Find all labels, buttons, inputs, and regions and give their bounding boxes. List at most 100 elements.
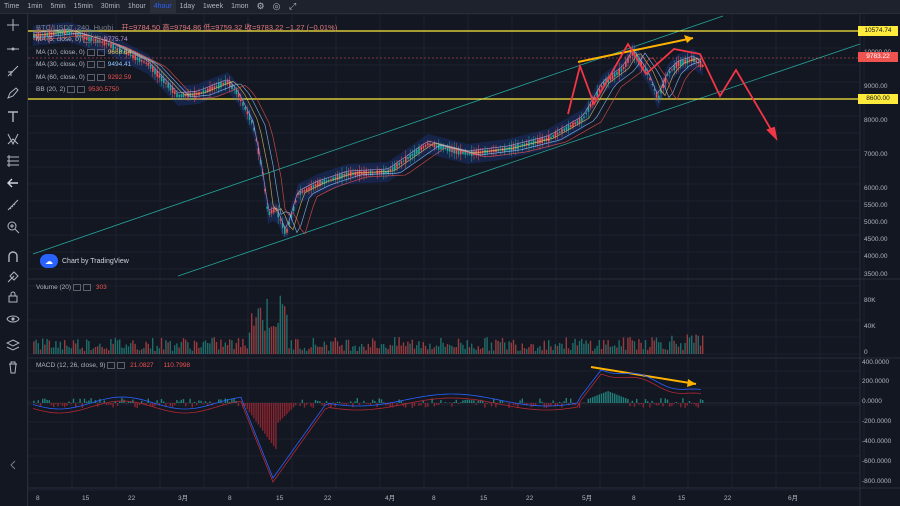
back-arrow-icon[interactable] — [6, 176, 22, 190]
projection-arrowhead — [766, 126, 778, 142]
indicator-settings-button[interactable] — [86, 48, 95, 56]
candle — [455, 148, 458, 154]
volume-bar — [655, 337, 658, 354]
macd-histogram-bar — [121, 398, 123, 403]
macd-histogram-bar — [237, 403, 240, 407]
candle — [664, 77, 667, 84]
candle — [286, 228, 288, 233]
candle — [526, 143, 528, 146]
timeframe-1hour[interactable]: 1hour — [127, 2, 146, 10]
volume-bar — [675, 343, 677, 354]
macd-histogram-bar — [499, 399, 501, 403]
macd-histogram-bar — [600, 393, 603, 403]
chart-area[interactable]: 10000.009000.008000.007000.006000.005500… — [27, 13, 900, 506]
timeframe-1day[interactable]: 1day — [179, 2, 195, 10]
timeframe-5min[interactable]: 5min — [50, 2, 66, 10]
pen-icon[interactable] — [6, 86, 22, 100]
indicator-settings-button[interactable] — [83, 36, 92, 43]
volume-bar — [185, 339, 187, 354]
lock-drawing-icon[interactable] — [6, 270, 22, 284]
candle — [152, 66, 154, 72]
volume-bar — [581, 338, 583, 354]
volume-bar — [548, 340, 550, 354]
macd-histogram-bar — [545, 403, 548, 408]
indicator-close-button[interactable] — [93, 36, 102, 43]
volume-bar — [288, 348, 290, 354]
volume-bar — [585, 340, 587, 354]
volume-bar — [402, 342, 405, 354]
indicator-close-button[interactable] — [96, 61, 105, 68]
indicator-close-button[interactable] — [77, 86, 86, 93]
indicator-close-button[interactable] — [96, 73, 105, 81]
candle — [273, 208, 275, 213]
timeframe-30min[interactable]: 30min — [100, 2, 120, 10]
macd-histogram-bar — [589, 397, 592, 403]
volume-bar — [215, 341, 218, 354]
volume-close-button[interactable] — [83, 284, 92, 291]
ruler-icon[interactable] — [6, 198, 22, 212]
trash-icon[interactable] — [6, 360, 22, 374]
symbol-header: BTC/USDT, 240, Huobi 开=9784.50 高=9794.86… — [36, 22, 337, 33]
timeframe-4hour[interactable]: 4hour — [149, 0, 176, 14]
camera-icon[interactable]: ◎ — [272, 1, 281, 11]
fib-icon[interactable] — [6, 154, 22, 168]
candle — [374, 172, 376, 174]
volume-bar — [682, 349, 684, 354]
indicator-settings-button[interactable] — [67, 86, 76, 93]
volume-bar — [341, 344, 343, 354]
macd-histogram-bar — [405, 403, 407, 408]
pattern-icon[interactable] — [6, 132, 22, 146]
macd-histogram-bar — [512, 403, 515, 405]
trend-tools-icon[interactable] — [6, 64, 22, 78]
candle — [138, 57, 141, 62]
volume-bar — [180, 342, 182, 354]
text-icon[interactable] — [6, 110, 22, 124]
candle — [156, 70, 158, 77]
lock-icon[interactable] — [6, 290, 22, 304]
macd-histogram-bar — [396, 403, 398, 407]
timeframe-1min[interactable]: 1min — [27, 2, 43, 10]
candle — [369, 170, 372, 176]
timeframe-15min[interactable]: 15min — [73, 2, 93, 10]
layers-icon[interactable] — [5, 338, 22, 352]
tradingview-branding[interactable]: ☁ Chart by TradingView — [40, 254, 129, 268]
collapse-icon[interactable] — [6, 458, 22, 472]
macd-settings-button[interactable] — [107, 362, 116, 369]
candle — [169, 85, 172, 91]
candle — [435, 145, 438, 147]
price-chart: 10000.009000.008000.007000.006000.005500… — [27, 13, 900, 506]
timeframe-1week[interactable]: 1week — [202, 2, 224, 10]
zoom-icon[interactable] — [6, 220, 22, 234]
volume-settings-button[interactable] — [73, 284, 82, 291]
candle — [380, 170, 383, 175]
horizontal-line-icon[interactable] — [6, 42, 22, 56]
macd-histogram-bar — [42, 398, 44, 403]
timeframe-1mon[interactable]: 1mon — [231, 2, 249, 10]
volume-bar — [103, 348, 105, 354]
eye-icon[interactable] — [6, 312, 22, 326]
magnet-icon[interactable] — [6, 250, 22, 264]
macd-histogram-bar — [644, 399, 647, 403]
candle — [576, 120, 579, 124]
settings-icon[interactable]: ⚙ — [256, 1, 265, 11]
volume-bar — [449, 344, 451, 354]
macd-close-button[interactable] — [117, 362, 126, 369]
divergence-arrow-price — [577, 37, 694, 63]
indicator-label: MA (10, close, 0) — [36, 48, 85, 56]
drawing-toolbar — [0, 14, 28, 506]
macd-histogram-bar — [156, 400, 158, 403]
macd-histogram-bar — [460, 402, 462, 403]
macd-histogram-bar — [479, 399, 482, 403]
macd-histogram-bar — [697, 403, 699, 408]
indicator-settings-button[interactable] — [86, 73, 95, 81]
crosshair-icon[interactable] — [6, 18, 22, 32]
indicator-settings-button[interactable] — [86, 61, 95, 68]
macd-histogram-bar — [413, 403, 416, 407]
fullscreen-icon[interactable]: ⤢ — [288, 1, 297, 11]
candle — [136, 57, 139, 61]
indicator-close-button[interactable] — [96, 48, 105, 56]
candle — [145, 62, 147, 64]
candle — [328, 179, 330, 182]
macd-histogram-bar — [209, 401, 211, 403]
volume-bar — [270, 326, 273, 354]
